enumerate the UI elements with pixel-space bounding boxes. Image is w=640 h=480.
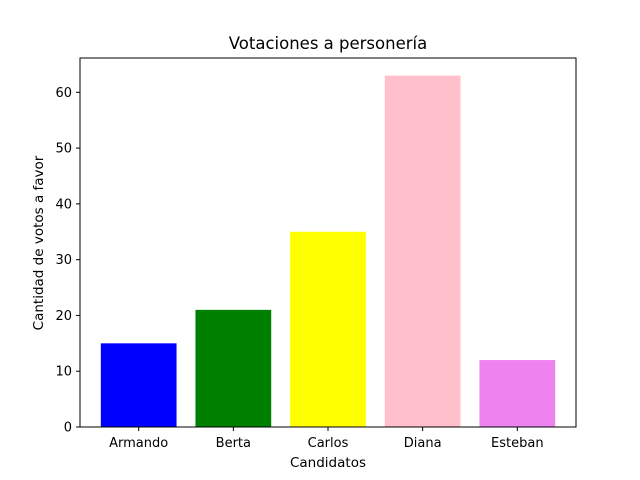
y-tick-label: 20 — [55, 309, 72, 324]
bar-armando — [100, 343, 177, 427]
x-tick-label: Carlos — [308, 436, 349, 451]
y-tick-label: 60 — [55, 86, 72, 101]
x-tick-label: Berta — [216, 436, 251, 451]
x-axis-label: Candidatos — [290, 455, 366, 471]
chart-title: Votaciones a personería — [229, 34, 427, 53]
y-tick-label: 50 — [55, 142, 72, 157]
y-axis-label: Cantidad de votos a favor — [31, 155, 47, 330]
x-tick-label: Armando — [109, 436, 168, 451]
bar-berta — [195, 309, 272, 427]
bar-carlos — [290, 231, 366, 427]
plot-area: 0 10 20 30 40 50 60 Armando Berta Carlos Diana Este… — [55, 57, 577, 451]
y-tick-label: 40 — [55, 197, 72, 212]
y-tick-label: 30 — [55, 253, 72, 268]
bar-esteban — [479, 360, 556, 427]
y-tick-label: 10 — [55, 365, 72, 380]
y-tick-label: 0 — [64, 421, 72, 436]
bar-diana — [384, 75, 461, 428]
x-tick-label: Esteban — [491, 436, 544, 451]
x-tick-label: Diana — [404, 436, 442, 451]
